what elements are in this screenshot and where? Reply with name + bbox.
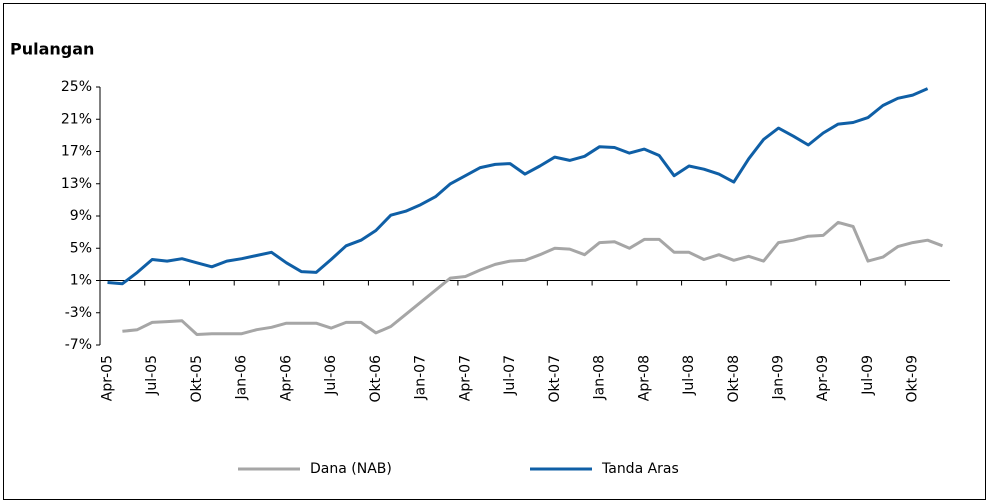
- x-tick-label: Jul-05: [144, 355, 160, 396]
- series-line: [122, 220, 944, 336]
- x-tick-label: Jan-06: [234, 355, 250, 401]
- y-tick-label: 1%: [70, 273, 92, 289]
- x-tick-label: Jul-07: [502, 355, 518, 396]
- legend-label: Tanda Aras: [601, 461, 679, 477]
- y-tick-label: 13%: [61, 176, 92, 192]
- y-tick-label: 21%: [61, 111, 92, 127]
- x-tick-label: Okt-06: [368, 355, 384, 403]
- x-tick-label: Jul-08: [681, 355, 697, 396]
- y-tick-label: -3%: [65, 305, 92, 321]
- x-tick-label: Jul-06: [323, 355, 339, 396]
- x-tick-label: Okt-09: [905, 355, 921, 402]
- x-tick-label: Jan-07: [413, 355, 429, 400]
- x-tick-label: Jan-08: [592, 355, 608, 400]
- x-tick-label: Okt-07: [547, 355, 563, 402]
- x-tick-label: Apr-08: [636, 355, 652, 401]
- y-tick-label: 5%: [70, 240, 92, 256]
- x-tick-label: Okt-08: [726, 355, 742, 402]
- y-tick-label: -7%: [65, 337, 92, 353]
- series-line: [107, 87, 929, 286]
- x-tick-label: Apr-05: [99, 355, 115, 401]
- x-tick-label: Apr-06: [278, 355, 294, 401]
- x-tick-label: Okt-05: [189, 355, 205, 402]
- chart-border: [3, 3, 986, 500]
- chart-title: Pulangan: [10, 40, 94, 59]
- x-tick-label: Apr-07: [457, 355, 473, 401]
- y-tick-label: 9%: [70, 208, 92, 224]
- legend-label: Dana (NAB): [310, 461, 392, 477]
- y-tick-label: 17%: [61, 144, 92, 160]
- x-tick-label: Jul-09: [860, 355, 876, 396]
- y-tick-label: 25%: [61, 79, 92, 95]
- x-tick-label: Apr-09: [815, 355, 831, 401]
- x-tick-label: Jan-09: [771, 355, 787, 400]
